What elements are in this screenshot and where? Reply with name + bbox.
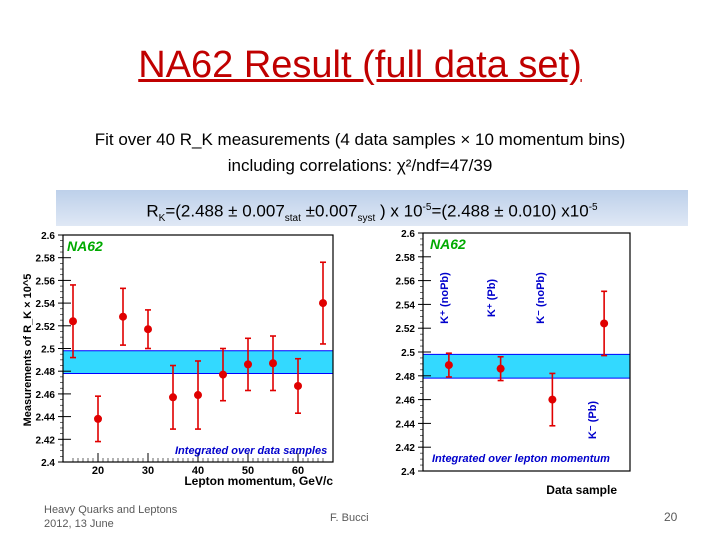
marker (94, 414, 102, 423)
footer-conference-name: Heavy Quarks and Leptons (44, 504, 178, 516)
x-tick-label: 60 (292, 465, 304, 477)
y-tick-label: 2.44 (36, 413, 56, 424)
marker (269, 359, 277, 368)
y-axis-label: Measurements of R_K × 10^5 (22, 274, 34, 427)
subtitle-correlations: including correlations: χ²/ndf=47/39 (227, 156, 493, 175)
data-point (119, 287, 127, 346)
y-tick-label: 2.54 (36, 299, 56, 310)
y-tick-label: 2.54 (396, 300, 416, 311)
marker (194, 391, 202, 400)
data-point (444, 352, 453, 378)
data-point (548, 372, 557, 427)
y-tick-label: 2.46 (36, 390, 56, 401)
y-tick-label: 2.48 (396, 372, 416, 383)
y-tick-label: 2.56 (396, 277, 416, 288)
marker (319, 299, 327, 308)
marker (244, 360, 252, 369)
marker (548, 395, 557, 404)
result-band: RK=(2.488 ± 0.007stat ±0.007syst ) x 10-… (56, 190, 688, 226)
x-tick-label: 50 (242, 465, 254, 477)
marker (219, 370, 227, 379)
x-tick-label: 20 (92, 465, 104, 477)
band-rk-subscript: K (158, 213, 166, 225)
footer-conference: Heavy Quarks and Leptons 2012, 13 June (44, 503, 177, 531)
category-label-kminus-nopb: K⁻ (noPb) (535, 272, 547, 324)
footer-author: F. Bucci (330, 512, 369, 524)
footer-conference-date: 2012, 13 June (44, 518, 114, 530)
data-point (69, 284, 77, 359)
marker (119, 312, 127, 321)
data-point (496, 355, 505, 382)
band-label: Integrated over lepton momentum (432, 453, 610, 465)
band-syst-label: syst (357, 213, 376, 225)
category-label-kplus-pb: K⁺ (Pb) (486, 279, 498, 318)
momentum-plot: 2.4 2.42 2.44 2.46 2.48 2.5 2.52 2.54 2.56 2.58 2.… (22, 231, 334, 488)
band-value-stat: =(2.488 ± 0.007 (165, 201, 285, 221)
data-point (244, 337, 252, 392)
y-tick-label: 2.5 (41, 345, 55, 356)
marker (69, 317, 77, 326)
y-tick-label: 2.56 (36, 276, 56, 287)
category-label-kminus-pb: K⁻ (Pb) (587, 401, 599, 440)
y-tick-label: 2.44 (396, 419, 416, 430)
data-point (319, 261, 327, 345)
marker (444, 361, 453, 370)
experiment-tag: NA62 (67, 238, 103, 254)
band-label: Integrated over data samples (175, 445, 327, 457)
band-stat-label: stat (284, 213, 301, 225)
data-point (94, 395, 102, 443)
y-tick-label: 2.5 (401, 348, 415, 359)
x-axis-label: Lepton momentum, GeV/c (184, 474, 333, 488)
x-axis-label: Data sample (546, 483, 617, 497)
band-rk-symbol: R (146, 201, 159, 221)
y-tick-label: 2.4 (41, 458, 55, 469)
y-tick-label: 2.6 (401, 229, 415, 240)
marker (169, 393, 177, 402)
band-exponent: -5 (422, 202, 432, 213)
band-value-syst: ±0.007 (300, 201, 358, 221)
marker (294, 381, 302, 390)
marker (496, 364, 505, 373)
band-unit: ) x 10 (375, 201, 423, 221)
average-band (423, 354, 630, 379)
data-point (144, 309, 152, 350)
slide-title: NA62 Result (full data set) (138, 44, 582, 86)
data-point (219, 347, 227, 402)
data-point (600, 290, 609, 357)
band-total: =(2.488 ± 0.010) x10 (431, 201, 589, 221)
y-tick-label: 2.52 (36, 322, 56, 333)
y-tick-label: 2.4 (401, 467, 415, 478)
x-tick-label: 40 (192, 465, 204, 477)
subtitle-fit: Fit over 40 R_K measurements (4 data sam… (94, 130, 626, 149)
sample-plot: 2.4 2.42 2.44 2.46 2.48 2.5 2.52 2.54 2.56 2.58 2.… (396, 229, 631, 497)
y-tick-label: 2.6 (41, 231, 55, 242)
band-exponent-2: -5 (588, 202, 598, 213)
x-tick-label: 30 (142, 465, 154, 477)
y-tick-label: 2.58 (36, 254, 56, 265)
y-tick-label: 2.42 (36, 435, 56, 446)
y-tick-label: 2.48 (36, 367, 56, 378)
experiment-tag: NA62 (430, 236, 466, 252)
data-point (194, 360, 202, 430)
page-number: 20 (664, 510, 678, 524)
y-tick-label: 2.58 (396, 253, 416, 264)
marker (600, 319, 609, 328)
y-tick-label: 2.46 (396, 396, 416, 407)
y-tick-label: 2.52 (396, 324, 416, 335)
data-point (294, 357, 302, 414)
category-label-kplus-nopb: K⁺ (noPb) (439, 272, 451, 324)
y-tick-label: 2.42 (396, 443, 416, 454)
marker (144, 325, 152, 334)
data-point (169, 364, 177, 430)
data-point (269, 335, 277, 392)
